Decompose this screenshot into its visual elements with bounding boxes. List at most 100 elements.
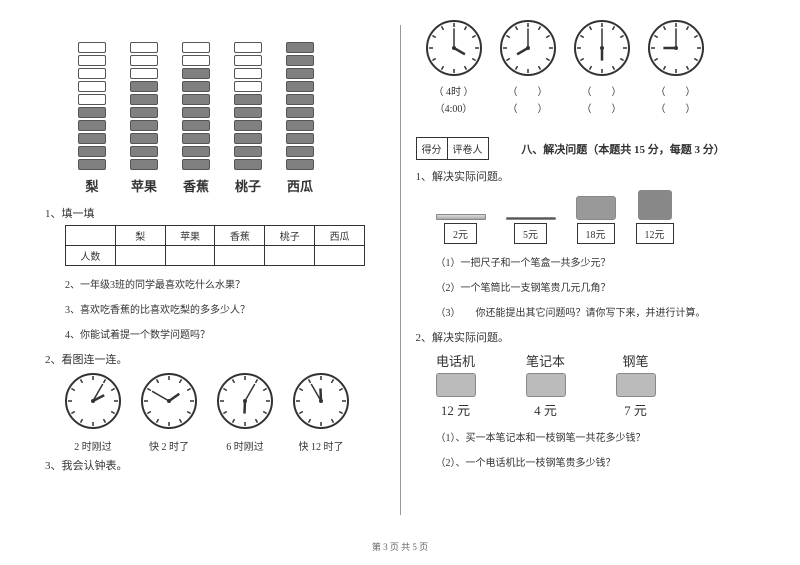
bar-block [182,81,210,92]
time-caption: （ ） [648,100,704,115]
product-item: 5元 [506,217,556,244]
bar-block [78,94,106,105]
bar-block [78,107,106,118]
clock [500,20,556,79]
p2-title: 2、解决实际问题。 [416,329,756,345]
q4: 4、你能试着提一个数学问题吗？ [65,326,385,341]
clock-icon [217,373,273,429]
bar-block [234,94,262,105]
fruit-table: 梨苹果香蕉桃子西瓜 人数 [65,225,365,266]
fruit-label: 苹果 [127,176,161,195]
time-caption: （ ） [500,100,556,115]
fruit-bar-chart [75,25,385,170]
bar-block [130,68,158,79]
clock [293,373,349,432]
bar-block [78,133,106,144]
bar-block [130,94,158,105]
bar-column [179,42,213,170]
time-captions-2: （4:00）（ ）（ ）（ ） [426,100,756,115]
table-header-cell: 香蕉 [215,226,265,246]
bar-block [182,146,210,157]
clock [217,373,273,432]
bar-block [78,159,106,170]
time-caption: （ 4时 ） [426,83,482,98]
bar-block [130,133,158,144]
p1-q3: （3） 你还能提出其它问题吗？请你写下来，并进行计算。 [436,304,756,319]
bar-block [234,42,262,53]
price-box: 5元 [514,223,547,244]
bar-block [182,107,210,118]
bar-block [234,120,262,131]
bar-block [130,107,158,118]
clock-icon [648,20,704,76]
clock-row-right [426,20,756,79]
bar-block [78,146,106,157]
time-caption: （4:00） [426,100,482,115]
product-image [436,214,486,220]
right-column: （ 4时 ）（ ）（ ）（ ） （4:00）（ ）（ ）（ ） 得分 评卷人 八… [401,20,771,520]
bar-block [130,146,158,157]
bar-block [234,107,262,118]
clock-caption: 6 时刚过 [217,438,273,453]
product-price: 7 元 [624,400,647,419]
clock [574,20,630,79]
bar-block [182,68,210,79]
product-item: 12元 [636,190,674,244]
bar-block [78,55,106,66]
table-cell [265,246,315,266]
clock-row [65,373,385,432]
clock-icon [426,20,482,76]
table-cell [115,246,165,266]
price-box: 18元 [577,223,615,244]
clock [648,20,704,79]
time-caption: （ ） [648,83,704,98]
bar-column [127,42,161,170]
bar-block [234,133,262,144]
fruit-label: 香蕉 [179,176,213,195]
bar-block [286,94,314,105]
bar-block [130,42,158,53]
clock-icon [500,20,556,76]
product-image [506,217,556,220]
table-header-cell: 桃子 [265,226,315,246]
bar-block [286,68,314,79]
p1-q2: （2）一个笔筒比一支钢笔贵几元几角？ [436,279,756,294]
product-image [526,373,566,397]
bar-block [234,55,262,66]
fruit-labels: 梨苹果香蕉桃子西瓜 [75,176,385,195]
bar-block [182,159,210,170]
product-item: 电话机 12 元 [436,351,476,419]
bar-block [286,133,314,144]
table-cell [315,246,365,266]
table-header-cell: 苹果 [165,226,215,246]
product-item: 2元 [436,214,486,244]
product-price: 12 元 [441,400,470,419]
clock [141,373,197,432]
clock-caption: 快 12 时了 [293,438,349,453]
left-column: 梨苹果香蕉桃子西瓜 1、填一填 梨苹果香蕉桃子西瓜 人数 2、一年级3班的同学最… [30,20,400,520]
bar-block [182,55,210,66]
p2-q2: （2）、一个电话机比一枝钢笔贵多少钱？ [436,454,756,469]
p1-title: 1、解决实际问题。 [416,168,756,184]
bar-block [234,81,262,92]
bar-block [182,94,210,105]
bar-column [231,42,265,170]
clock-caption: 2 时刚过 [65,438,121,453]
bar-block [286,55,314,66]
bar-block [78,81,106,92]
score-label: 得分 [417,138,448,159]
product-item: 18元 [576,196,616,244]
bar-block [182,42,210,53]
table-header-cell: 西瓜 [315,226,365,246]
row-header: 人数 [66,246,116,266]
time-caption: （ ） [574,83,630,98]
table-cell [215,246,265,266]
product-row-2: 电话机 12 元笔记本 4 元钢笔 7 元 [436,351,756,419]
clock-icon [65,373,121,429]
time-captions-1: （ 4时 ）（ ）（ ）（ ） [426,83,756,98]
bar-column [75,42,109,170]
table-header-cell: 梨 [115,226,165,246]
bar-block [286,159,314,170]
page-footer: 第 3 页 共 5 页 [0,540,800,553]
q1-title: 1、填一填 [45,205,385,221]
